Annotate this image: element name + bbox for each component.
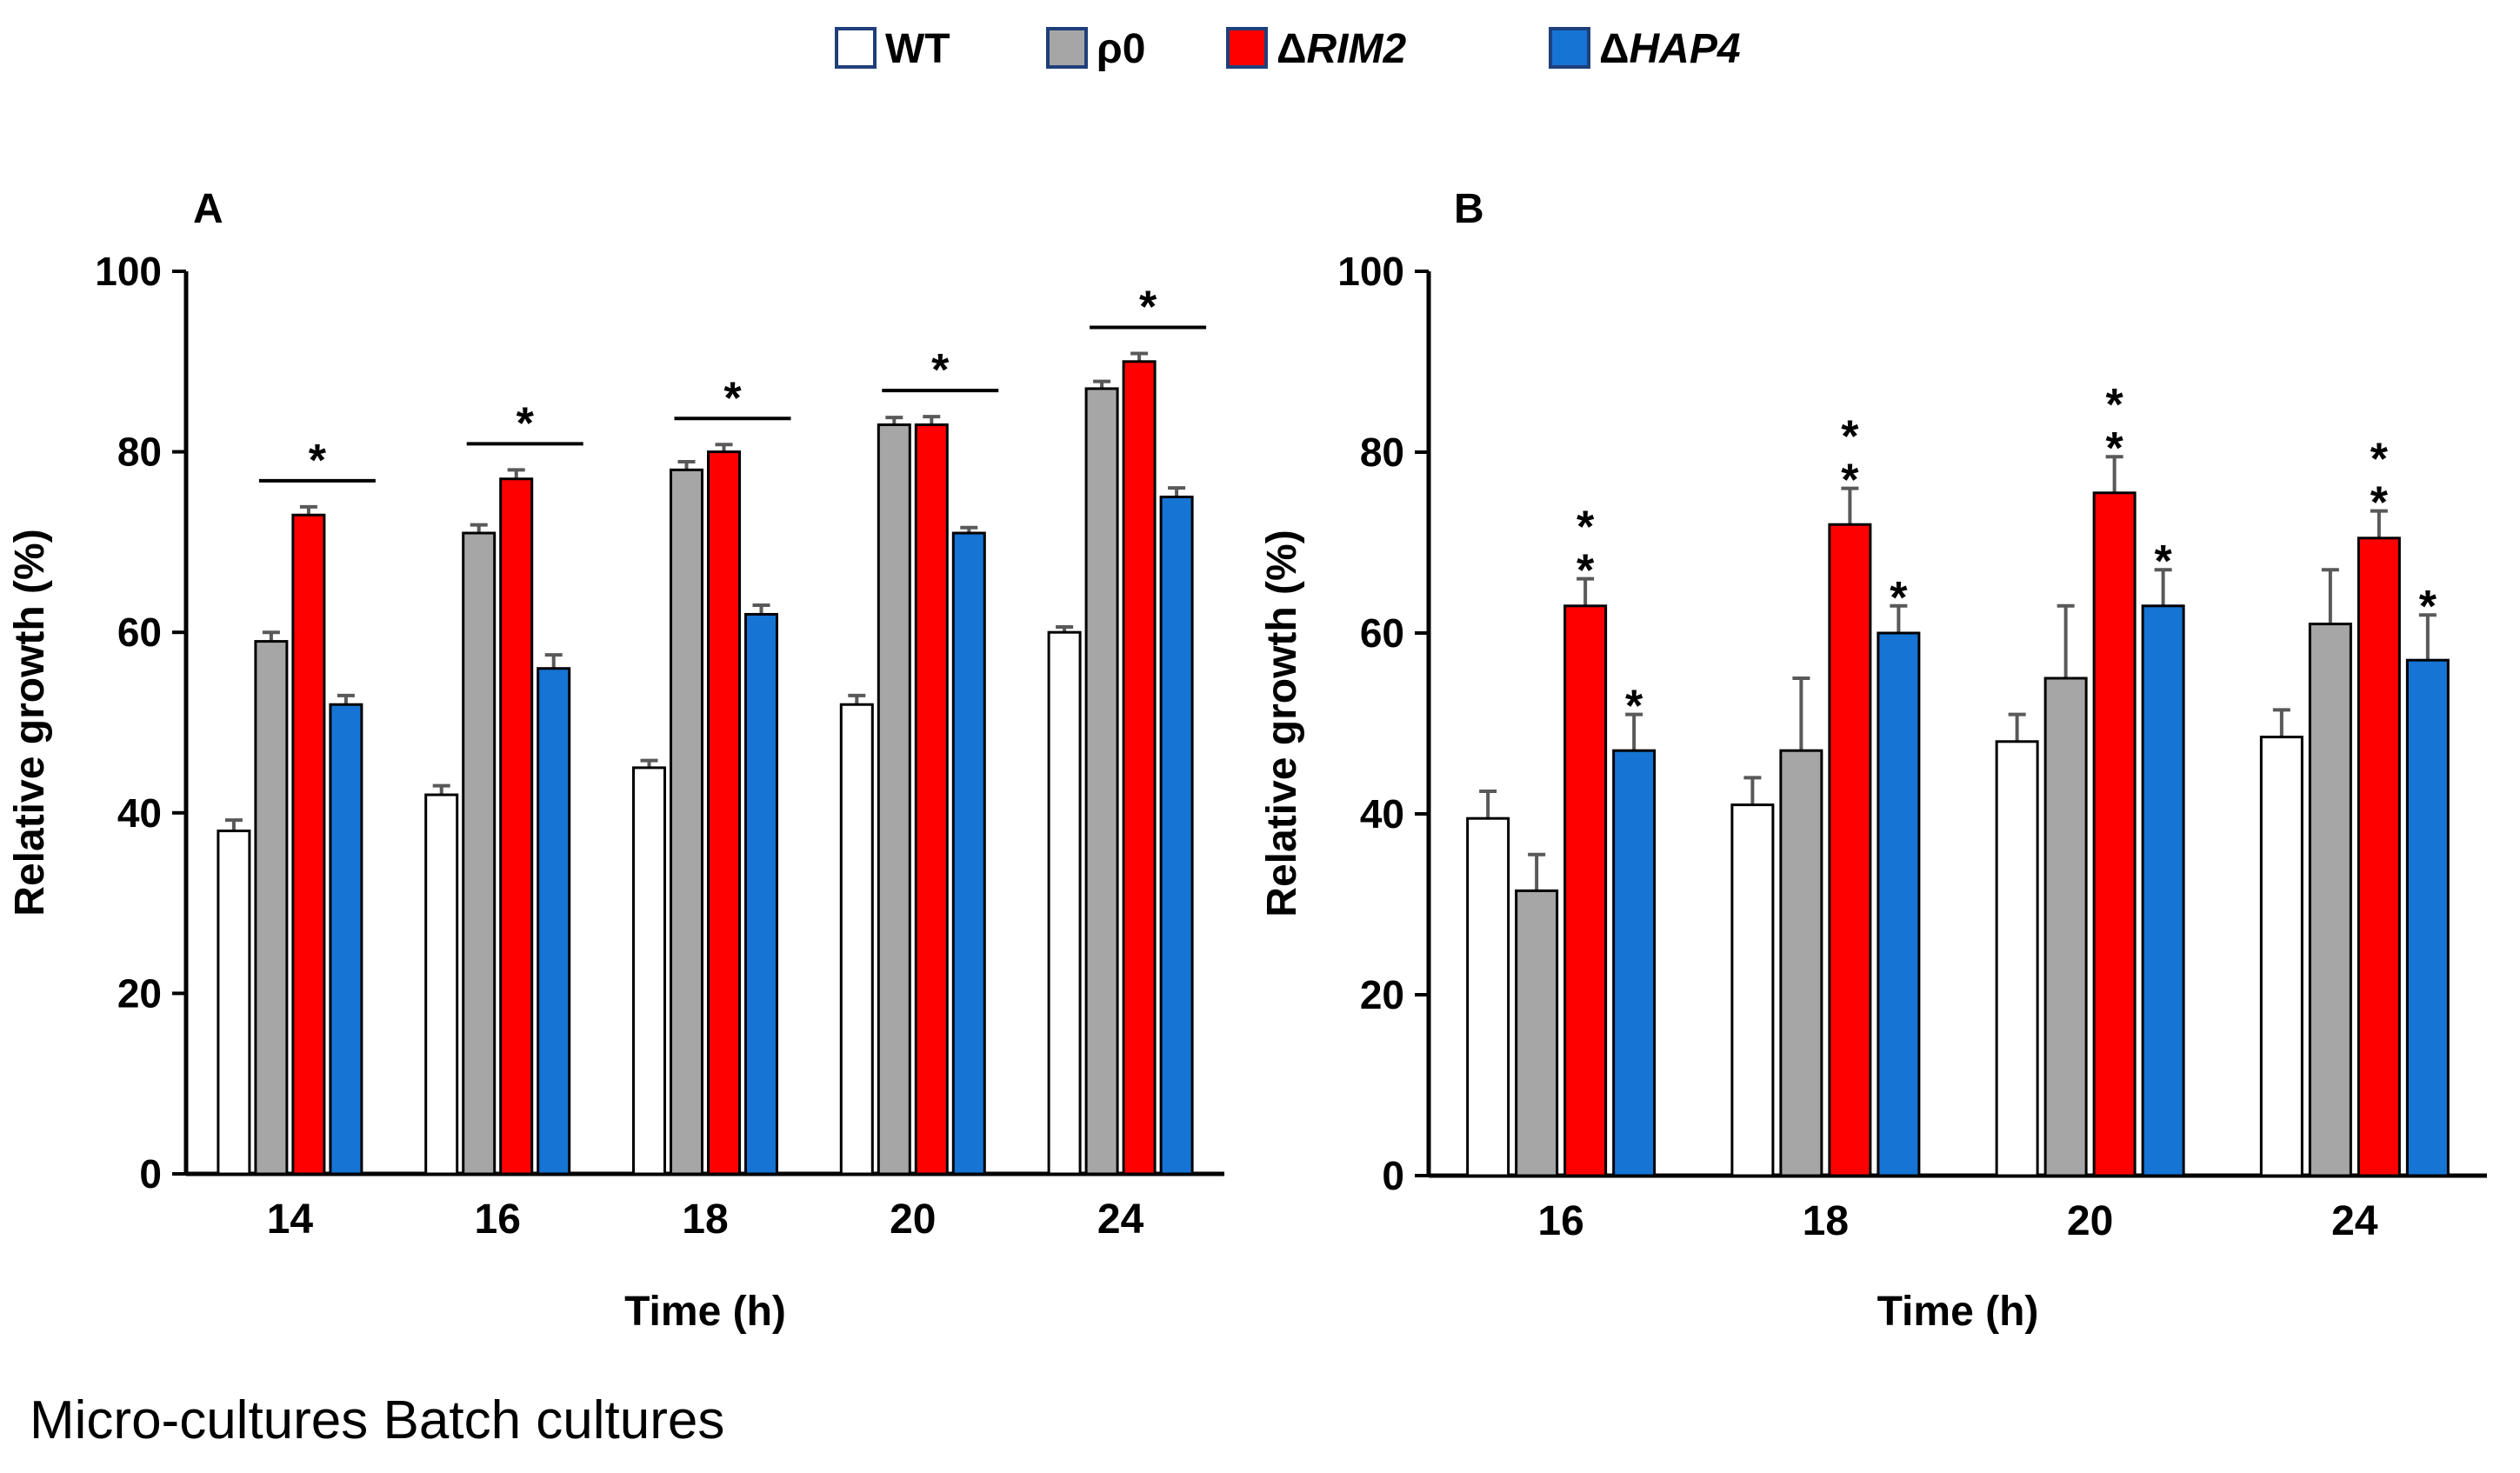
bar [291, 513, 326, 1176]
bar [499, 477, 534, 1176]
x-tick-label: 20 [2067, 1198, 2113, 1244]
figure-caption: Micro-cultures Batch cultures [30, 1390, 725, 1450]
bar [914, 423, 949, 1176]
bar [1563, 604, 1608, 1177]
legend-swatch-WT [835, 27, 877, 69]
y-tick-label: 0 [1382, 1153, 1404, 1198]
bar [2043, 677, 2088, 1177]
bar [632, 766, 666, 1176]
significance-star: * [2419, 582, 2437, 632]
x-tick-label: 16 [475, 1196, 521, 1243]
bar [1515, 889, 1559, 1177]
y-tick-label: 80 [117, 430, 162, 475]
bar [2405, 658, 2450, 1177]
y-tick-label: 20 [1360, 972, 1404, 1017]
significance-star: * [2106, 423, 2124, 474]
bar [329, 703, 363, 1176]
x-tick-label: 16 [1537, 1198, 1583, 1244]
bar [670, 468, 703, 1176]
x-tick-label: 24 [1097, 1196, 1144, 1243]
significance-star: * [2370, 435, 2389, 485]
x-tick-label: 18 [1803, 1198, 1849, 1244]
significance-star: * [931, 345, 950, 396]
x-tick-label: 20 [890, 1196, 936, 1243]
y-tick-label: 100 [95, 249, 162, 294]
legend-swatch-dRIM2 [1226, 27, 1268, 69]
bar [1779, 749, 1823, 1177]
panel-b: B 0 20 40 60 80 100 Relative growth (%) Time (h)… [1259, 186, 2487, 1335]
panel-label: A [193, 186, 223, 232]
significance-star: * [723, 373, 742, 423]
significance-star: * [2370, 478, 2389, 529]
bar [254, 640, 289, 1176]
legend-swatch-rho0 [1046, 27, 1088, 69]
bar [217, 830, 251, 1176]
x-tick-label: 24 [2331, 1198, 2378, 1244]
bar [1730, 803, 1775, 1177]
significance-star: * [1625, 682, 1643, 732]
legend-label-dHAP4: ΔHAP4 [1599, 26, 1741, 72]
x-axis-label: Time (h) [1877, 1289, 2039, 1335]
legend: WT ρ0 ΔRIM2 ΔHAP4 [835, 26, 1741, 72]
significance-star: * [1577, 546, 1595, 597]
bar [744, 612, 778, 1176]
bar [1828, 523, 1872, 1177]
y-tick-label: 60 [117, 610, 162, 655]
bar [2357, 537, 2401, 1177]
legend-label-dRIM2: ΔRIM2 [1277, 26, 1406, 72]
bar [2092, 491, 2137, 1177]
bar [877, 423, 911, 1176]
bar [1159, 496, 1194, 1176]
x-axis-label: Time (h) [624, 1289, 786, 1335]
significance-star: * [1890, 573, 1908, 623]
panel-label: B [1454, 186, 1484, 232]
x-tick-label: 14 [267, 1196, 314, 1243]
bar [1995, 740, 2039, 1177]
bar [707, 450, 741, 1176]
y-axis-label: Relative growth (%) [7, 529, 53, 916]
y-tick-label: 20 [117, 970, 162, 1016]
bar [1084, 387, 1119, 1176]
bar [1047, 630, 1082, 1176]
bar [537, 667, 571, 1176]
bar [951, 531, 986, 1176]
significance-star: * [2106, 380, 2124, 430]
y-tick-label: 80 [1360, 430, 1404, 475]
bar [2259, 736, 2303, 1177]
bar [2141, 604, 2185, 1177]
significance-star: * [1139, 282, 1157, 332]
y-tick-label: 40 [1360, 791, 1404, 836]
y-tick-label: 100 [1337, 249, 1404, 294]
bar [1877, 631, 1921, 1177]
significance-star: * [2155, 537, 2173, 587]
y-tick-label: 40 [117, 790, 162, 836]
x-tick-label: 18 [682, 1196, 728, 1243]
y-tick-label: 60 [1360, 610, 1404, 656]
significance-star: * [517, 398, 535, 449]
significance-star: * [309, 436, 327, 486]
bar [1466, 816, 1510, 1177]
bar [1612, 749, 1657, 1177]
legend-swatch-dHAP4 [1549, 27, 1590, 69]
significance-star: * [1841, 412, 1859, 463]
bar [424, 793, 459, 1176]
significance-star: * [1841, 456, 1859, 506]
bar [2308, 623, 2352, 1177]
y-tick-label: 0 [139, 1151, 162, 1196]
panel-a: A 0 20 40 60 80 100 Relative growth (%) Time (h)… [7, 186, 1224, 1335]
y-axis-label: Relative growth (%) [1259, 530, 1305, 916]
legend-label-WT: WT [885, 26, 950, 72]
bar [839, 703, 874, 1176]
legend-label-rho0: ρ0 [1097, 26, 1145, 72]
bar [462, 531, 497, 1176]
bar [1122, 360, 1157, 1176]
significance-star: * [1577, 503, 1595, 553]
